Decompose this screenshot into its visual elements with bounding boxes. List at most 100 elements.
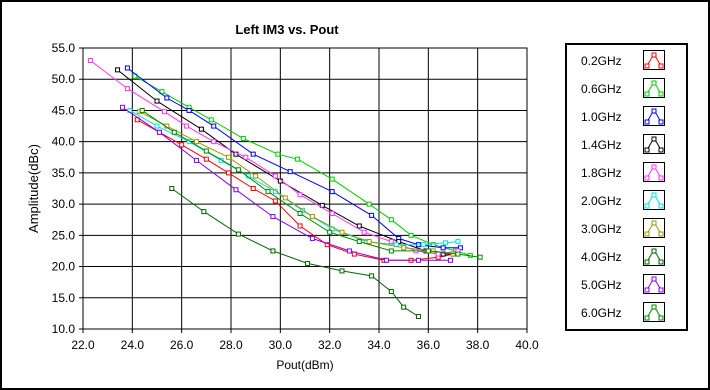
- legend-label: 6.0GHz: [581, 306, 622, 320]
- data-point: [193, 157, 199, 163]
- data-point: [186, 107, 192, 113]
- data-point: [369, 273, 375, 279]
- data-point: [297, 192, 303, 198]
- data-point: [401, 304, 407, 310]
- legend-label: 5.0GHz: [581, 278, 622, 292]
- data-point: [208, 117, 214, 123]
- legend-label: 0.6GHz: [581, 82, 622, 96]
- data-point: [369, 212, 375, 218]
- data-point: [356, 223, 362, 229]
- legend: 0.2GHz 0.6GHz 1.0GHz 1.4GHz 1.8GHz 2.0GHz 3.0G…: [565, 43, 688, 331]
- y-tick-label: 40.0: [52, 135, 76, 149]
- data-point: [119, 104, 125, 110]
- data-point: [339, 268, 345, 274]
- plot-border: [82, 47, 528, 330]
- legend-item: 4.0GHz: [567, 244, 686, 272]
- series-line: [90, 60, 458, 255]
- legend-label: 3.0GHz: [581, 222, 622, 236]
- legend-item: 3.0GHz: [567, 216, 686, 244]
- data-point: [226, 170, 232, 176]
- data-point: [161, 109, 167, 115]
- series-line: [139, 111, 454, 255]
- legend-swatch: [643, 106, 665, 126]
- data-point: [275, 151, 281, 157]
- data-point: [297, 210, 303, 216]
- y-tick-label: 50.0: [52, 72, 76, 86]
- x-tick-label: 34.0: [367, 338, 391, 352]
- legend-label: 1.8GHz: [581, 166, 622, 180]
- series-line: [129, 109, 458, 246]
- data-point: [193, 139, 199, 145]
- legend-label: 1.0GHz: [581, 110, 622, 124]
- legend-swatch: [643, 78, 665, 98]
- data-point: [156, 129, 162, 135]
- data-point: [211, 123, 217, 129]
- legend-label: 1.4GHz: [581, 138, 622, 152]
- data-point: [154, 123, 160, 129]
- data-point: [235, 167, 241, 173]
- x-tick-label: 24.0: [121, 338, 145, 352]
- data-point: [115, 67, 121, 73]
- data-point: [250, 186, 256, 191]
- y-axis-label: Amplitude(dBc): [26, 144, 41, 233]
- data-point: [309, 214, 315, 220]
- y-tick-label: 55.0: [52, 41, 76, 55]
- data-point: [415, 314, 421, 320]
- data-point: [124, 65, 130, 71]
- data-point: [272, 198, 278, 204]
- x-tick-label: 32.0: [318, 338, 342, 352]
- legend-swatch: [643, 274, 665, 294]
- legend-item: 0.2GHz: [567, 48, 686, 76]
- data-point: [253, 173, 259, 179]
- data-point: [455, 251, 461, 257]
- data-point: [388, 239, 394, 245]
- data-point: [388, 289, 394, 295]
- data-point: [250, 151, 256, 157]
- legend-label: 0.2GHz: [581, 54, 622, 68]
- data-point: [448, 257, 454, 263]
- data-point: [282, 195, 288, 201]
- data-point: [356, 239, 362, 245]
- x-axis-label: Pout(dBm): [276, 358, 333, 372]
- data-point: [477, 254, 483, 260]
- data-point: [243, 154, 249, 160]
- data-point: [164, 95, 170, 101]
- y-tick-label: 35.0: [52, 166, 76, 180]
- data-point: [408, 232, 414, 238]
- data-point: [211, 139, 217, 145]
- legend-label: 2.0GHz: [581, 194, 622, 208]
- data-point: [287, 169, 293, 175]
- data-point: [388, 217, 394, 223]
- data-point: [304, 260, 310, 266]
- x-tick-label: 36.0: [417, 338, 441, 352]
- y-tick-label: 10.0: [52, 322, 76, 336]
- series-line: [171, 188, 419, 317]
- data-point: [154, 98, 160, 104]
- data-point: [226, 154, 232, 160]
- data-point: [201, 209, 207, 215]
- y-tick-label: 30.0: [52, 197, 76, 211]
- data-point: [366, 201, 372, 207]
- legend-item: 6.0GHz: [567, 300, 686, 328]
- data-point: [270, 248, 276, 254]
- data-point: [295, 156, 301, 162]
- x-tick-label: 22.0: [71, 338, 95, 352]
- y-tick-label: 20.0: [52, 260, 76, 274]
- data-point: [171, 129, 177, 135]
- x-tick-label: 40.0: [515, 338, 539, 352]
- legend-swatch: [643, 302, 665, 322]
- y-tick-label: 15.0: [52, 291, 76, 305]
- y-tick-label: 45.0: [52, 103, 76, 117]
- data-point: [346, 248, 352, 254]
- data-point: [184, 123, 190, 129]
- data-point: [415, 257, 421, 263]
- data-point: [435, 251, 441, 257]
- data-point: [329, 176, 335, 182]
- x-tick-label: 26.0: [170, 338, 194, 352]
- data-point: [329, 189, 335, 195]
- data-point: [324, 242, 330, 248]
- legend-item: 1.4GHz: [567, 132, 686, 160]
- data-point: [124, 86, 130, 92]
- data-point: [425, 248, 431, 254]
